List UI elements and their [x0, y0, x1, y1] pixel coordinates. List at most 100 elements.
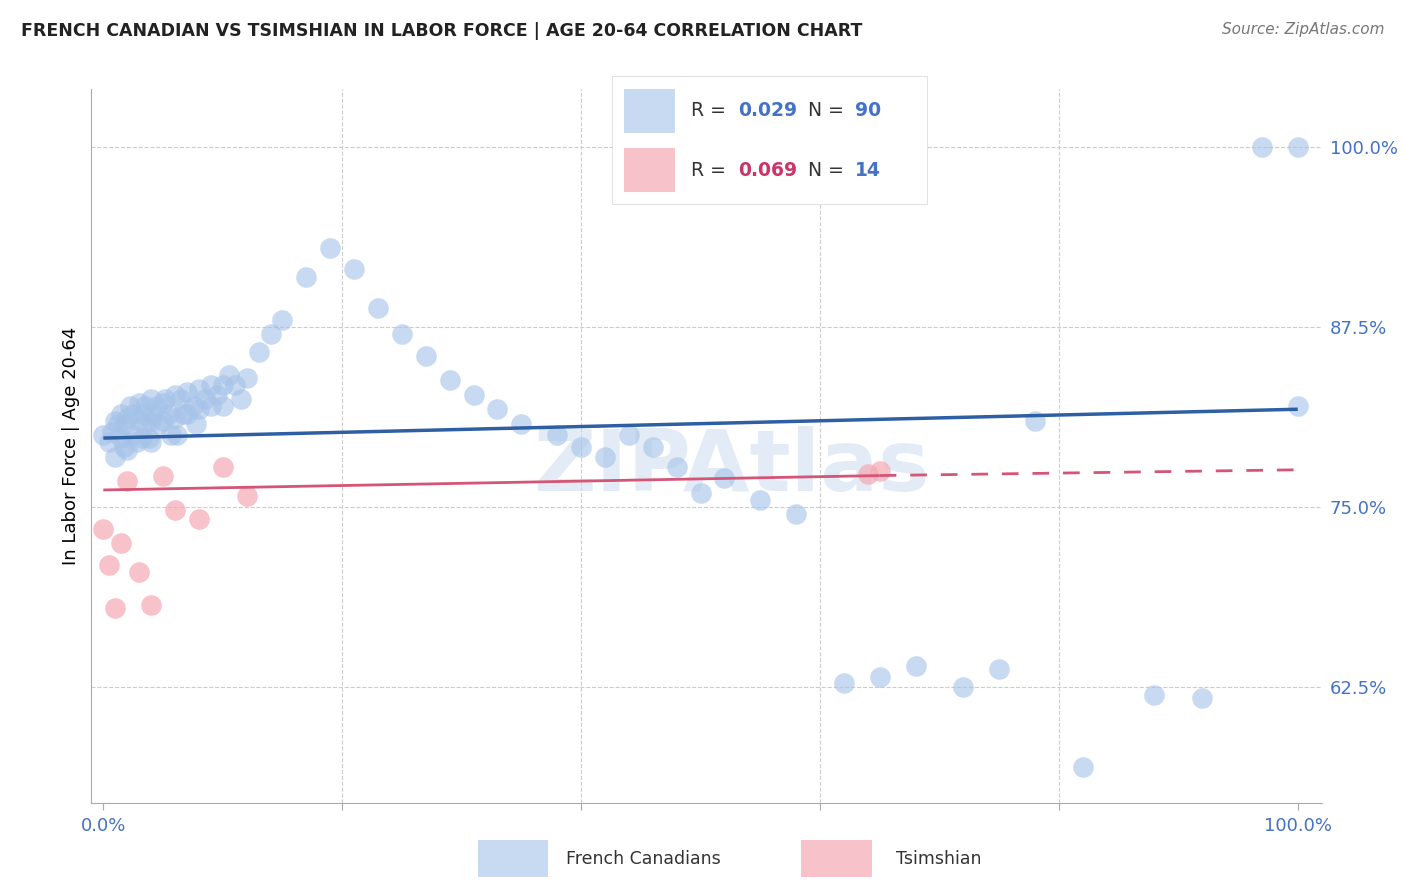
- Point: [391, 327, 413, 342]
- Text: R =: R =: [690, 161, 731, 180]
- Point: [211, 400, 233, 414]
- Point: [367, 301, 389, 316]
- Text: French Canadians: French Canadians: [567, 849, 721, 868]
- Point: [187, 402, 209, 417]
- Point: [176, 407, 198, 421]
- Bar: [624, 148, 675, 193]
- Point: [163, 388, 186, 402]
- Point: [128, 414, 150, 428]
- Point: [139, 435, 162, 450]
- Point: [139, 599, 162, 613]
- Point: [134, 417, 156, 431]
- Point: [98, 558, 121, 572]
- Point: [187, 512, 209, 526]
- Point: [98, 435, 121, 450]
- Point: [172, 407, 194, 421]
- Text: R =: R =: [690, 101, 731, 120]
- Point: [118, 400, 141, 414]
- Point: [139, 392, 162, 406]
- Point: [200, 400, 222, 414]
- Point: [218, 368, 240, 382]
- Point: [176, 384, 198, 399]
- Point: [122, 407, 145, 421]
- Point: [152, 396, 174, 410]
- Point: [235, 489, 257, 503]
- Point: [713, 471, 735, 485]
- Point: [1251, 140, 1274, 154]
- Point: [235, 370, 257, 384]
- Point: [247, 344, 270, 359]
- Point: [181, 400, 204, 414]
- Point: [134, 400, 156, 414]
- Point: [125, 435, 148, 450]
- Point: [107, 417, 129, 431]
- Point: [205, 388, 228, 402]
- Y-axis label: In Labor Force | Age 20-64: In Labor Force | Age 20-64: [62, 326, 80, 566]
- Point: [146, 400, 169, 414]
- Text: 90: 90: [855, 101, 882, 120]
- Text: N =: N =: [808, 161, 849, 180]
- Point: [187, 382, 209, 396]
- Point: [112, 440, 135, 454]
- Point: [1191, 690, 1213, 705]
- Point: [988, 662, 1011, 676]
- Text: Source: ZipAtlas.com: Source: ZipAtlas.com: [1222, 22, 1385, 37]
- Text: ZIPAtlas: ZIPAtlas: [533, 425, 929, 509]
- Point: [186, 417, 208, 431]
- Point: [869, 670, 891, 684]
- Point: [569, 440, 592, 454]
- Point: [211, 377, 233, 392]
- Point: [617, 428, 640, 442]
- Point: [148, 417, 170, 431]
- Point: [142, 407, 165, 421]
- Point: [104, 414, 127, 428]
- Point: [100, 425, 122, 440]
- Point: [166, 428, 188, 442]
- Text: Tsimshian: Tsimshian: [897, 849, 981, 868]
- Point: [295, 269, 318, 284]
- Point: [115, 475, 138, 489]
- Point: [157, 407, 180, 421]
- Point: [163, 410, 186, 425]
- Point: [160, 428, 183, 442]
- Point: [271, 313, 294, 327]
- Point: [259, 327, 281, 342]
- Point: [211, 459, 233, 474]
- Point: [110, 536, 132, 550]
- Point: [115, 442, 138, 457]
- Point: [152, 468, 174, 483]
- Point: [1071, 760, 1094, 774]
- Point: [122, 428, 145, 442]
- Point: [128, 396, 150, 410]
- Point: [689, 486, 711, 500]
- Point: [1286, 400, 1309, 414]
- Point: [115, 410, 138, 425]
- Point: [1024, 414, 1046, 428]
- Text: 0.029: 0.029: [738, 101, 797, 120]
- Point: [128, 565, 150, 579]
- Point: [463, 388, 485, 402]
- Point: [832, 676, 855, 690]
- Point: [104, 601, 127, 615]
- Text: 14: 14: [855, 161, 882, 180]
- Point: [1143, 688, 1166, 702]
- Point: [665, 459, 688, 474]
- Point: [155, 392, 177, 406]
- Point: [510, 417, 533, 431]
- Point: [152, 414, 174, 428]
- Point: [486, 402, 509, 417]
- Point: [439, 373, 461, 387]
- Point: [110, 431, 132, 445]
- Point: [641, 440, 664, 454]
- Point: [200, 377, 222, 392]
- Point: [114, 418, 136, 433]
- Point: [224, 377, 246, 392]
- Point: [138, 431, 160, 445]
- Bar: [801, 840, 872, 877]
- Point: [104, 450, 127, 464]
- Point: [163, 503, 186, 517]
- Point: [1286, 140, 1309, 154]
- Point: [869, 464, 891, 478]
- Point: [749, 493, 772, 508]
- Text: FRENCH CANADIAN VS TSIMSHIAN IN LABOR FORCE | AGE 20-64 CORRELATION CHART: FRENCH CANADIAN VS TSIMSHIAN IN LABOR FO…: [21, 22, 862, 40]
